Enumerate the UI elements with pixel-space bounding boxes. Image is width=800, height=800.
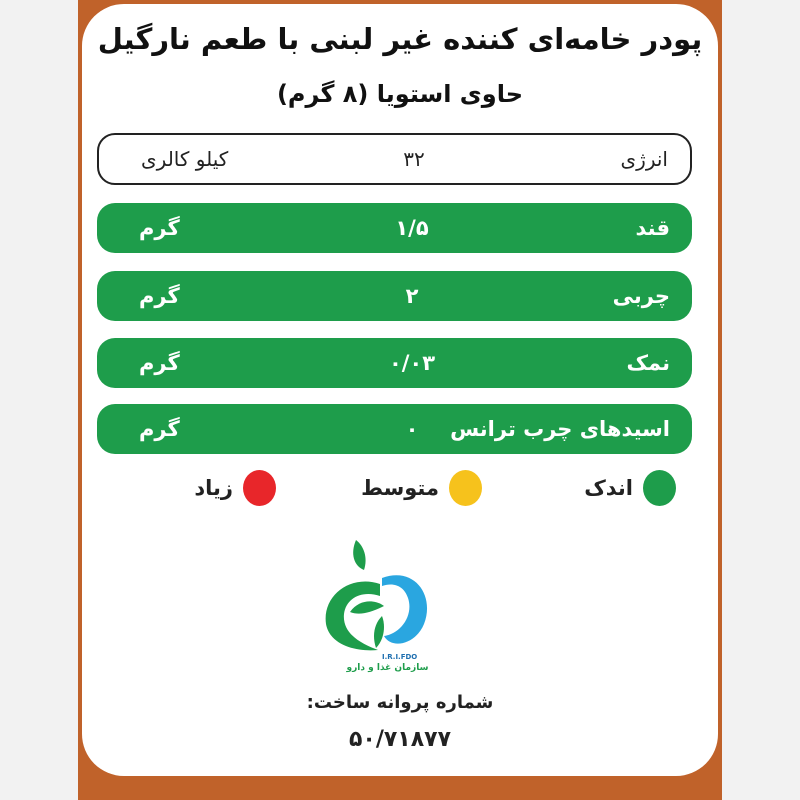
nutrient-label: چربی xyxy=(612,284,670,308)
legend-label: زیاد xyxy=(194,476,233,500)
license-label: شماره پروانه ساخت: xyxy=(306,692,494,713)
nutrient-label: نمک xyxy=(626,351,670,375)
yellow-dot-icon xyxy=(449,470,482,506)
nutrient-row-trans-fat: اسیدهای چرب ترانس ۰ گرم xyxy=(97,404,692,454)
product-subtitle: حاوی استویا (۸ گرم) xyxy=(276,80,524,108)
legend-medium: متوسط xyxy=(361,470,482,506)
green-dot-icon xyxy=(643,470,676,506)
energy-value: ۳۲ xyxy=(403,147,425,171)
nutrient-label: قند xyxy=(635,216,670,240)
label-card xyxy=(82,4,718,776)
nutrient-row-salt: نمک ۰/۰۳ گرم xyxy=(97,338,692,388)
nutrient-unit: گرم xyxy=(139,351,180,375)
nutrient-row-sugar: قند ۱/۵ گرم xyxy=(97,203,692,253)
logo-mark-icon xyxy=(325,540,428,651)
logo-persian-text: سازمان غذا و دارو xyxy=(346,663,429,673)
legend-low: اندک xyxy=(584,470,676,506)
nutrient-value: ۱/۵ xyxy=(395,216,429,240)
nutrient-label: اسیدهای چرب ترانس xyxy=(450,417,670,441)
legend-label: اندک xyxy=(584,476,633,500)
red-dot-icon xyxy=(243,470,276,506)
nutrient-value: ۲ xyxy=(405,284,419,308)
energy-label: انرژی xyxy=(620,147,668,171)
nutrient-unit: گرم xyxy=(139,284,180,308)
legend-high: زیاد xyxy=(194,470,276,506)
nutrient-unit: گرم xyxy=(139,417,180,441)
energy-row: انرژی ۳۲ کیلو کالری xyxy=(97,133,692,185)
nutrient-unit: گرم xyxy=(139,216,180,240)
nutrient-row-fat: چربی ۲ گرم xyxy=(97,271,692,321)
legend-label: متوسط xyxy=(361,476,439,500)
nutrient-value: ۰ xyxy=(405,417,419,441)
food-drug-organization-logo: I.R.I.FDO سازمان غذا و دارو xyxy=(320,536,435,676)
product-title: پودر خامه‌ای کننده غیر لبنی با طعم نارگی… xyxy=(97,22,703,56)
logo-latin-text: I.R.I.FDO xyxy=(382,653,418,661)
energy-unit: کیلو کالری xyxy=(141,147,229,171)
license-number: ۵۰/۷۱۸۷۷ xyxy=(348,727,452,752)
nutrient-value: ۰/۰۳ xyxy=(388,351,436,375)
